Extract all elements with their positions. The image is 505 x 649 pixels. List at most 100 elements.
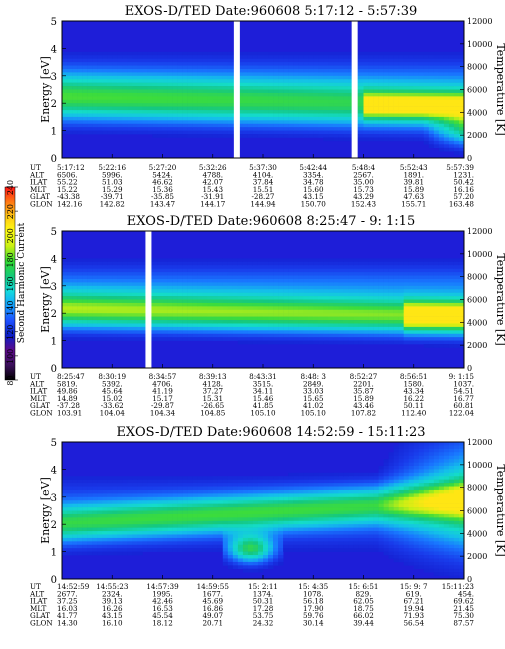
- heatmap-cell: [433, 79, 440, 83]
- heatmap-cell: [348, 292, 354, 297]
- heatmap-cell: [293, 103, 299, 107]
- heatmap-cell: [212, 527, 219, 532]
- table-cell: 1580.: [403, 379, 424, 388]
- heatmap-cell: [433, 309, 440, 314]
- heatmap-cell: [333, 79, 339, 83]
- heatmap-cell: [268, 265, 274, 269]
- heatmap-cell: [288, 258, 294, 263]
- heatmap-cell: [87, 306, 93, 311]
- heatmap-cell: [298, 337, 304, 341]
- heatmap-cell: [172, 89, 178, 94]
- heatmap-cell: [373, 302, 379, 307]
- heatmap-cell: [112, 120, 118, 125]
- heatmap-cell: [222, 55, 229, 59]
- heatmap-cell: [212, 113, 219, 118]
- heatmap-cell: [298, 299, 304, 304]
- heatmap-cell: [122, 313, 128, 317]
- heatmap-cell: [202, 520, 209, 525]
- heatmap-cell: [413, 110, 420, 114]
- heatmap-cell: [217, 517, 224, 522]
- heatmap-cell: [328, 330, 334, 335]
- heatmap-cell: [288, 89, 294, 94]
- heatmap-cell: [413, 89, 420, 94]
- heatmap-cell: [152, 79, 158, 83]
- heatmap-cell: [67, 548, 73, 552]
- heatmap-cell: [72, 309, 78, 314]
- heatmap-cell: [107, 333, 113, 338]
- heatmap-cell: [62, 513, 68, 518]
- heatmap-cell: [443, 265, 450, 269]
- heatmap-cell: [237, 272, 244, 276]
- heatmap-cell: [167, 289, 173, 293]
- heatmap-cell: [127, 75, 133, 80]
- heatmap-cell: [67, 306, 73, 311]
- heatmap-cell: [368, 285, 374, 290]
- table-cell: 43.29: [353, 192, 374, 201]
- heatmap-cell: [187, 524, 193, 528]
- heatmap-cell: [453, 89, 460, 94]
- heatmap-cell: [112, 103, 118, 107]
- heatmap-cell: [268, 72, 274, 77]
- heatmap-cell: [408, 330, 415, 335]
- heatmap-cell: [278, 103, 284, 107]
- heatmap-cell: [383, 261, 389, 266]
- heatmap-cell: [252, 282, 259, 287]
- heatmap-cell: [137, 110, 143, 114]
- heatmap-cell: [323, 337, 329, 341]
- heatmap-cell: [423, 268, 430, 273]
- heatmap-cell: [257, 58, 264, 63]
- heatmap-cell: [92, 272, 98, 276]
- heatmap-cell: [177, 541, 183, 546]
- table-cell: 47.63: [403, 192, 424, 201]
- heatmap-cell: [192, 313, 198, 317]
- heatmap-cell: [202, 330, 209, 335]
- heatmap-cell: [217, 289, 224, 293]
- heatmap-cell: [167, 58, 173, 63]
- heatmap-cell: [383, 306, 389, 311]
- heatmap-cell: [423, 313, 430, 317]
- heatmap-cell: [283, 278, 289, 283]
- heatmap-cell: [97, 337, 103, 341]
- heatmap-cell: [358, 289, 364, 293]
- heatmap-cell: [303, 55, 309, 59]
- heatmap-cell: [268, 65, 274, 70]
- table-cell: 16.22: [403, 394, 424, 403]
- heatmap-cell: [438, 120, 445, 125]
- heatmap-cell: [383, 285, 389, 290]
- heatmap-cell: [438, 106, 445, 111]
- heatmap-cell: [333, 323, 339, 328]
- heatmap-cell: [142, 337, 148, 341]
- heatmap-cell: [288, 103, 294, 107]
- heatmap-cell: [343, 313, 349, 317]
- heatmap-cell: [72, 110, 78, 114]
- heatmap-cell: [443, 62, 450, 66]
- heatmap-cell: [147, 58, 153, 63]
- heatmap-cell: [112, 89, 118, 94]
- heatmap-cell: [268, 261, 274, 266]
- heatmap-cell: [358, 299, 364, 304]
- heatmap-cell: [273, 337, 279, 341]
- heatmap-cell: [252, 337, 259, 341]
- heatmap-cell: [122, 527, 128, 532]
- heatmap-cell: [338, 72, 344, 77]
- heatmap-cell: [82, 82, 88, 87]
- heatmap-cell: [308, 127, 314, 131]
- heatmap-cell: [353, 272, 359, 276]
- heatmap-cell: [222, 517, 229, 522]
- heatmap-cell: [142, 65, 148, 70]
- heatmap-cell: [222, 113, 229, 118]
- heatmap-cell: [207, 58, 214, 63]
- heatmap-cell: [257, 258, 264, 263]
- heatmap-cell: [257, 330, 264, 335]
- heatmap-cell: [147, 127, 153, 131]
- heatmap-cell: [303, 113, 309, 118]
- heatmap-cell: [142, 103, 148, 107]
- heatmap-cell: [288, 120, 294, 125]
- heatmap-cell: [67, 486, 73, 491]
- heatmap-cell: [257, 272, 264, 276]
- heatmap-cell: [283, 99, 289, 104]
- heatmap-cell: [257, 292, 264, 297]
- heatmap-cell: [192, 548, 198, 552]
- heatmap-cell: [343, 306, 349, 311]
- heatmap-cell: [458, 58, 465, 63]
